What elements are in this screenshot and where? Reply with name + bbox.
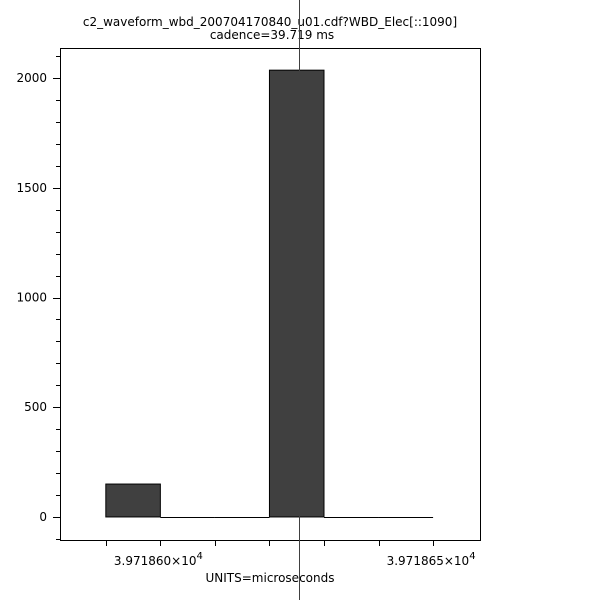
x-tick-label: 3.971865×104 [387, 551, 476, 568]
x-axis-label: UNITS=microseconds [206, 571, 335, 585]
plot-frame [60, 48, 481, 541]
y-tick-label: 1000 [16, 291, 47, 305]
y-tick-label: 0 [39, 510, 47, 524]
chart-subtitle: cadence=39.719 ms [210, 28, 334, 42]
x-tick-label: 3.971860×104 [114, 551, 203, 568]
chart-title: c2_waveform_wbd_200704170840_u01.cdf?WBD… [83, 15, 457, 29]
y-tick-label: 2000 [16, 71, 47, 85]
histogram-bar [268, 69, 325, 518]
y-tick-label: 500 [24, 400, 47, 414]
y-tick-label: 1500 [16, 181, 47, 195]
histogram-bar [105, 483, 161, 518]
